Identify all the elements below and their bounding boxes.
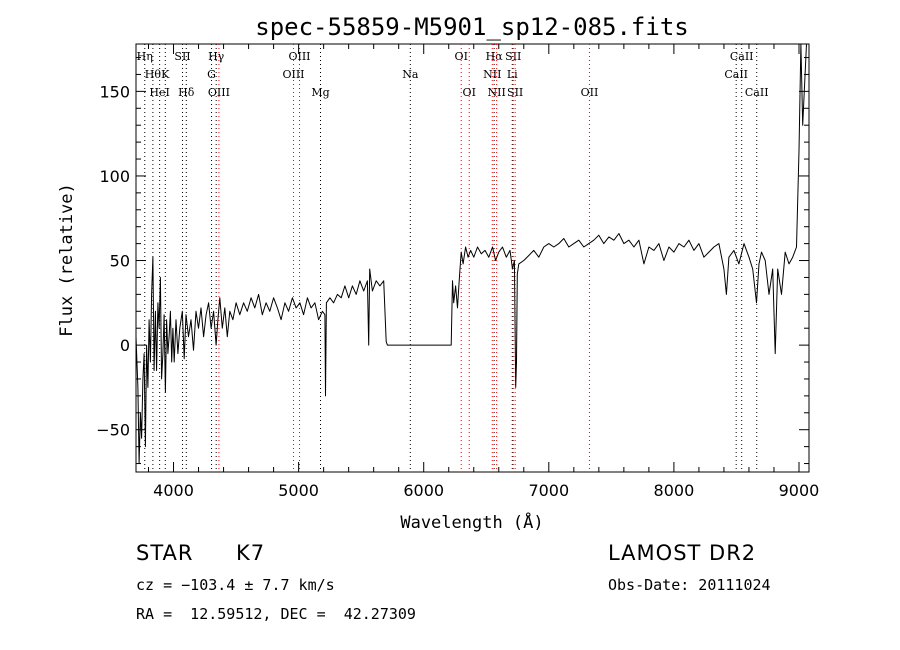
- coordinates: RA = 12.59512, DEC = 42.27309: [136, 605, 416, 623]
- subclass: K7: [236, 541, 266, 565]
- y-tick-label-1: 0: [120, 336, 130, 355]
- line-label-13: OI: [455, 50, 468, 63]
- line-label-16: Hα: [486, 50, 504, 63]
- line-label-1: Hθ: [145, 68, 162, 81]
- line-label-14: OI: [463, 86, 476, 99]
- x-axis-label: Wavelength (Å): [400, 511, 543, 533]
- obs-date: Obs-Date: 20111024: [608, 576, 771, 594]
- x-tick-label-5: 9000: [779, 481, 820, 500]
- line-label-18: Li: [507, 68, 518, 81]
- line-label-8: OIII: [208, 86, 230, 99]
- y-tick-label-3: 100: [99, 167, 130, 186]
- plot-frame: [135, 43, 810, 473]
- flux-series: [135, 43, 807, 464]
- x-tick-label-4: 8000: [654, 481, 695, 500]
- line-label-21: OII: [581, 86, 599, 99]
- axis-ticks: 4000 5000 6000 7000 8000 9000 −50 0 50 100 150: [96, 44, 819, 500]
- x-tick-label-2: 6000: [403, 481, 444, 500]
- spectral-line-markers: Hη Hθ HeI K SII Hδ G Hγ OIII OIII OIII Mg Na OI OI NII H…: [137, 44, 769, 472]
- line-label-4: SII: [174, 50, 190, 63]
- line-label-15: NII: [483, 68, 501, 81]
- y-axis-label: Flux (relative): [57, 183, 77, 337]
- object-class: STAR: [136, 541, 194, 565]
- y-tick-label-0: −50: [96, 421, 130, 440]
- line-label-2: HeI: [149, 86, 169, 99]
- line-label-3: K: [161, 68, 170, 81]
- survey-name: LAMOST DR2: [608, 541, 757, 565]
- flux-line-0: [135, 43, 807, 464]
- line-label-7: Hγ: [208, 50, 225, 63]
- line-label-22: CaII: [724, 68, 748, 81]
- line-label-23: CaII: [730, 50, 754, 63]
- y-tick-label-4: 150: [99, 82, 130, 101]
- chart-title: spec-55859-M5901_sp12-085.fits: [255, 13, 688, 41]
- redshift-line: cz = −103.4 ± 7.7 km/s: [136, 576, 335, 594]
- line-label-11: Mg: [311, 86, 329, 99]
- line-label-10: OIII: [288, 50, 310, 63]
- line-label-5: Hδ: [178, 86, 195, 99]
- line-label-19: SII: [505, 50, 521, 63]
- line-label-12: Na: [402, 68, 419, 81]
- line-label-17: NII: [487, 86, 505, 99]
- line-label-20: SII: [507, 86, 523, 99]
- x-tick-label-1: 5000: [278, 481, 319, 500]
- y-tick-label-2: 50: [110, 252, 130, 271]
- x-tick-label-0: 4000: [153, 481, 194, 500]
- x-tick-label-3: 7000: [528, 481, 569, 500]
- line-label-6: G: [207, 68, 216, 81]
- line-label-0: Hη: [137, 50, 153, 63]
- line-label-9: OIII: [282, 68, 304, 81]
- line-label-24: CaII: [745, 86, 769, 99]
